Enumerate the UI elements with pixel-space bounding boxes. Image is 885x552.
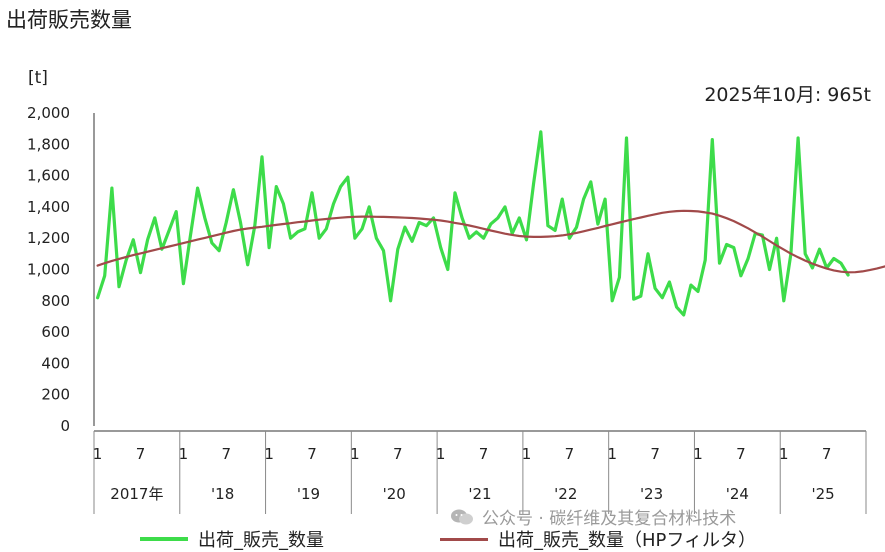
x-month-tick-label: 1	[350, 445, 360, 463]
y-tick-label: 1,600	[27, 167, 70, 185]
x-year-label: '22	[554, 485, 577, 503]
watermark: 公众号 · 碳纤维及其复合材料技术	[450, 504, 736, 529]
x-month-tick-label: 1	[522, 445, 532, 463]
legend-swatch-trend	[440, 537, 488, 541]
y-tick-label: 600	[41, 323, 70, 341]
x-month-tick-label: 1	[693, 445, 703, 463]
y-axis-unit: [t]	[28, 68, 48, 88]
x-year-label: '23	[640, 485, 663, 503]
x-month-tick-label: 7	[136, 445, 146, 463]
x-month-tick-label: 1	[179, 445, 189, 463]
y-tick-label: 1,800	[27, 135, 70, 153]
chart-title: 出荷販売数量	[6, 8, 132, 32]
watermark-text: 公众号 · 碳纤维及其复合材料技术	[482, 509, 737, 529]
x-month-tick-label: 7	[393, 445, 403, 463]
x-year-label: '21	[468, 485, 491, 503]
y-tick-label: 1,200	[27, 229, 70, 247]
y-tick-label: 400	[41, 354, 70, 372]
legend-item-trend: 出荷_販売_数量（HPフィルタ）	[440, 526, 756, 552]
y-tick-label: 0	[60, 417, 70, 435]
x-year-label: '19	[297, 485, 320, 503]
y-tick-label: 1,400	[27, 198, 70, 216]
y-tick-label: 1,000	[27, 261, 70, 279]
x-month-tick-label: 1	[607, 445, 617, 463]
x-month-tick-label: 1	[264, 445, 274, 463]
y-tick-label: 200	[41, 386, 70, 404]
x-month-tick-label: 7	[221, 445, 231, 463]
legend-label-trend: 出荷_販売_数量（HPフィルタ）	[498, 530, 757, 551]
legend-item-actual: 出荷_販売_数量	[140, 526, 324, 552]
latest-value-label: 2025年10月: 965t	[704, 84, 871, 106]
x-year-label: '20	[383, 485, 406, 503]
x-month-tick-label: 7	[736, 445, 746, 463]
wechat-icon	[451, 509, 473, 524]
y-tick-label: 800	[41, 292, 70, 310]
x-month-tick-label: 1	[779, 445, 789, 463]
legend-swatch-actual	[140, 537, 188, 541]
x-year-label: '24	[726, 485, 749, 503]
series-line-trend	[96, 209, 885, 274]
x-month-tick-label: 7	[650, 445, 660, 463]
x-month-tick-label: 1	[93, 445, 103, 463]
x-year-label: '18	[211, 485, 234, 503]
x-month-tick-label: 1	[436, 445, 446, 463]
x-month-tick-label: 7	[822, 445, 832, 463]
x-month-tick-label: 7	[565, 445, 575, 463]
y-tick-label: 2,000	[27, 104, 70, 122]
x-year-label: 2017年	[110, 485, 163, 503]
x-month-tick-label: 7	[307, 445, 317, 463]
x-year-label: '25	[812, 485, 835, 503]
x-month-tick-label: 7	[479, 445, 489, 463]
legend-label-actual: 出荷_販売_数量	[198, 530, 324, 551]
series-line-actual	[95, 130, 850, 317]
